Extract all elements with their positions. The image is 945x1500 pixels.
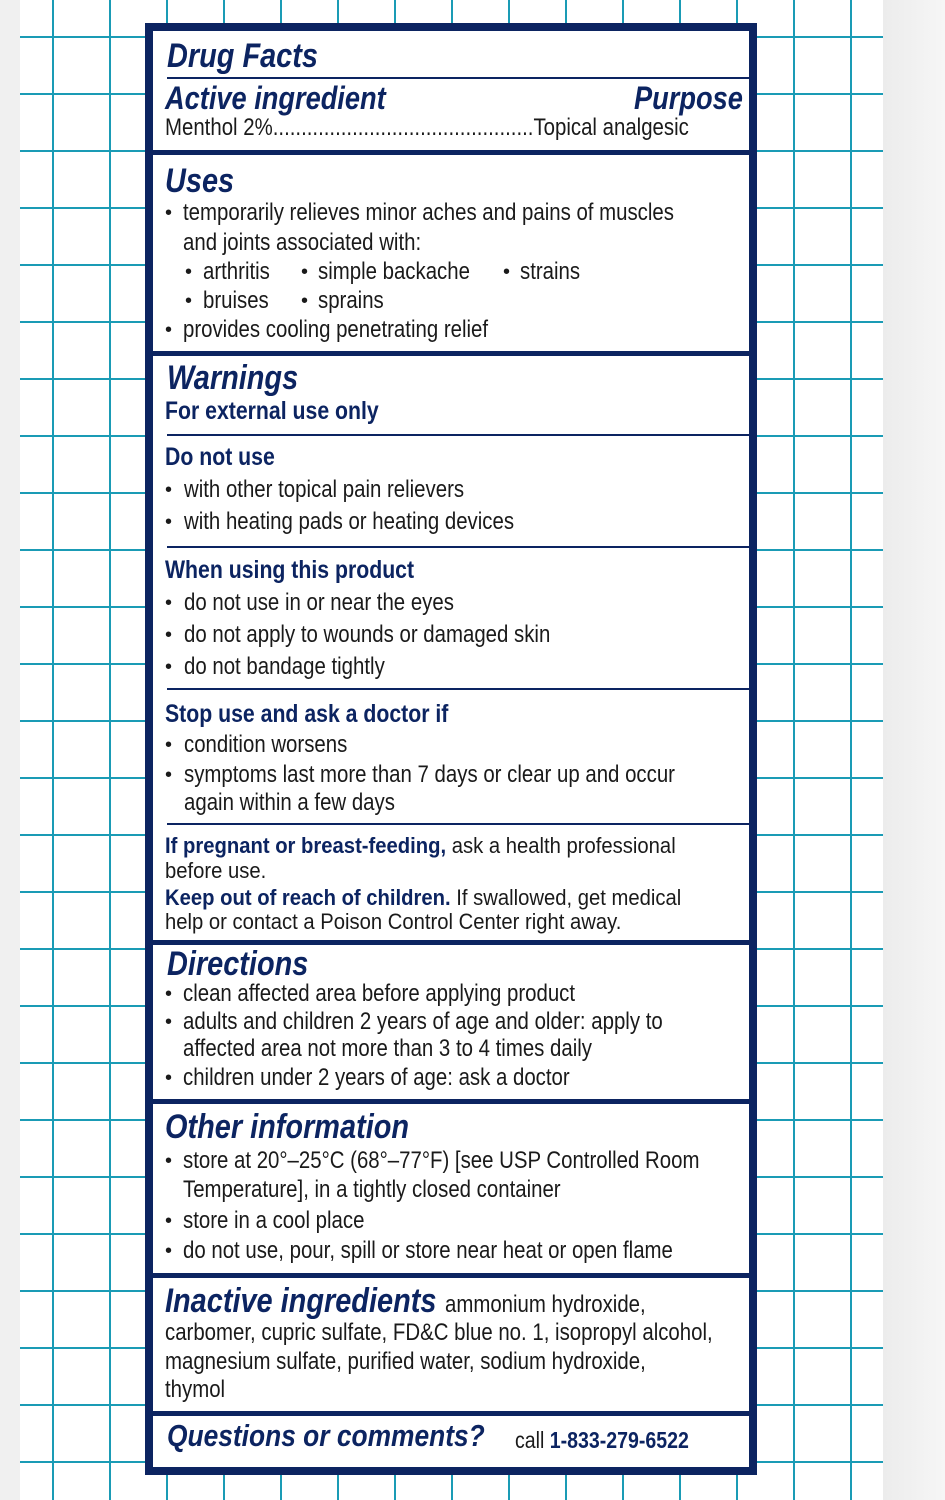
bullet: •: [301, 290, 309, 312]
section-divider: [153, 1411, 749, 1416]
bullet: •: [165, 764, 173, 786]
section-divider: [153, 1099, 749, 1104]
warning-item: condition worsens: [184, 731, 348, 758]
bullet: •: [301, 261, 309, 283]
questions-heading: Questions or comments?: [167, 1418, 485, 1453]
warnings-heading: Warnings: [167, 359, 299, 397]
bullet: •: [165, 202, 173, 224]
uses-line: provides cooling penetrating relief: [183, 316, 489, 343]
bullet: •: [165, 656, 173, 678]
warning-item: symptoms last more than 7 days or clear …: [184, 761, 675, 788]
other-info-item: do not use, pour, spill or store near he…: [183, 1237, 673, 1264]
bullet: •: [165, 1011, 173, 1033]
section-divider: [153, 1273, 749, 1278]
inactive-ingredients-text: magnesium sulfate, purified water, sodiu…: [165, 1348, 646, 1375]
use-item: strains: [520, 258, 581, 285]
keep-out-warning-cont: help or contact a Poison Control Center …: [165, 909, 622, 934]
warning-item: do not apply to wounds or damaged skin: [184, 621, 551, 648]
active-ingredient-heading: Active ingredient: [165, 80, 386, 116]
bullet: •: [165, 1210, 173, 1232]
do-not-use-heading: Do not use: [165, 443, 275, 471]
inactive-ingredients-heading: Inactive ingredients: [165, 1282, 437, 1320]
bullet: •: [165, 319, 173, 341]
warning-item: do not bandage tightly: [184, 653, 385, 680]
bullet: •: [165, 592, 173, 614]
inactive-ingredients-text: ammonium hydroxide,: [445, 1291, 646, 1318]
keep-out-warning: Keep out of reach of children. If swallo…: [165, 884, 681, 912]
bullet: •: [503, 261, 511, 283]
drug-facts-panel: Drug Facts Active ingredient Purpose Men…: [145, 23, 757, 1475]
uses-line: temporarily relieves minor aches and pai…: [183, 199, 674, 226]
ingredient-purpose: Topical analgesic: [533, 114, 689, 141]
bullet: •: [165, 1067, 173, 1089]
use-item: bruises: [203, 287, 269, 314]
warning-item: do not use in or near the eyes: [184, 589, 454, 616]
when-using-heading: When using this product: [165, 556, 415, 584]
uses-line: and joints associated with:: [183, 229, 422, 256]
leader-dots: ........................................…: [272, 114, 534, 141]
other-information-heading: Other information: [165, 1108, 410, 1146]
bullet: •: [185, 290, 193, 312]
inactive-ingredients-text: thymol: [165, 1376, 226, 1403]
external-use-only: For external use only: [165, 397, 379, 425]
call-label: call: [515, 1427, 545, 1453]
bullet: •: [165, 1240, 173, 1262]
questions-phone: call 1-833-279-6522: [515, 1426, 689, 1454]
other-info-item: store at 20°–25°C (68°–77°F) [see USP Co…: [183, 1147, 700, 1174]
ingredient-name: Menthol 2%: [165, 114, 273, 141]
bullet: •: [185, 261, 193, 283]
direction-item: affected area not more than 3 to 4 times…: [183, 1035, 592, 1062]
bullet: •: [165, 479, 173, 501]
other-info-item: Temperature], in a tightly closed contai…: [183, 1176, 561, 1203]
active-ingredient: Menthol 2%..............................…: [165, 114, 689, 142]
divider: [167, 823, 749, 825]
bullet: •: [165, 983, 173, 1005]
section-divider: [153, 351, 749, 356]
direction-item: adults and children 2 years of age and o…: [183, 1008, 663, 1035]
use-item: simple backache: [318, 258, 470, 285]
direction-item: children under 2 years of age: ask a doc…: [183, 1064, 570, 1091]
divider: [167, 546, 749, 548]
purpose-heading: Purpose: [634, 80, 743, 116]
directions-heading: Directions: [167, 945, 309, 983]
direction-item: clean affected area before applying prod…: [183, 980, 576, 1007]
drug-facts-title: Drug Facts: [167, 37, 318, 75]
bullet: •: [165, 1150, 173, 1172]
uses-heading: Uses: [165, 162, 235, 200]
bullet: •: [165, 734, 173, 756]
use-item: sprains: [318, 287, 384, 314]
pregnant-text: ask a health professional: [451, 833, 676, 858]
bullet: •: [165, 624, 173, 646]
pregnant-warning: If pregnant or breast-feeding, ask a hea…: [165, 832, 676, 860]
section-divider: [153, 940, 749, 945]
page-shadow: [883, 0, 945, 1500]
divider: [167, 688, 749, 690]
divider: [167, 434, 749, 436]
section-divider: [153, 150, 749, 155]
other-info-item: store in a cool place: [183, 1207, 365, 1234]
keep-out-label: Keep out of reach of children.: [165, 885, 451, 910]
inactive-ingredients-text: carbomer, cupric sulfate, FD&C blue no. …: [165, 1319, 713, 1346]
pregnant-label: If pregnant or breast-feeding,: [165, 833, 447, 858]
bullet: •: [165, 511, 173, 533]
use-item: arthritis: [203, 258, 270, 285]
phone-number: 1-833-279-6522: [549, 1427, 689, 1453]
divider: [167, 77, 749, 79]
warning-item: with other topical pain relievers: [184, 476, 465, 503]
warning-item: again within a few days: [184, 789, 395, 816]
keep-out-text: If swallowed, get medical: [456, 885, 682, 910]
stop-use-heading: Stop use and ask a doctor if: [165, 700, 449, 728]
warning-item: with heating pads or heating devices: [184, 508, 515, 535]
pregnant-warning-cont: before use.: [165, 858, 267, 883]
